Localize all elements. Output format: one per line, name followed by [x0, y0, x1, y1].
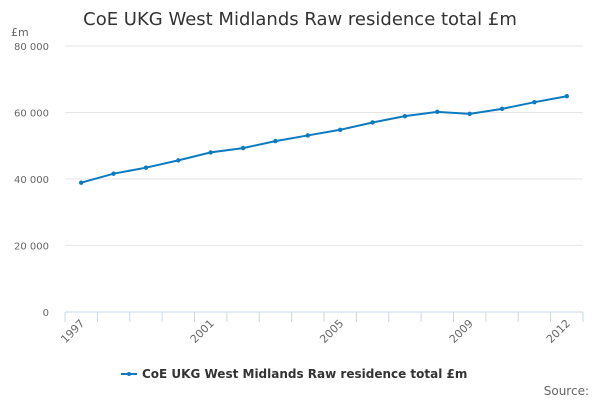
chart-title: CoE UKG West Midlands Raw residence tota… [83, 9, 517, 30]
x-tick-label: 2012 [544, 317, 573, 346]
data-point[interactable] [176, 158, 181, 163]
y-tick-label: 60 000 [14, 109, 49, 120]
data-point[interactable] [273, 138, 278, 144]
legend-item[interactable]: CoE UKG West Midlands Raw residence tota… [121, 367, 467, 381]
data-point[interactable] [402, 113, 408, 119]
x-tick-label: 2001 [188, 317, 217, 346]
legend-label: CoE UKG West Midlands Raw residence tota… [142, 367, 467, 381]
data-point[interactable] [111, 171, 116, 176]
y-axis-label: £m [11, 26, 29, 39]
data-point[interactable] [467, 111, 472, 117]
data-point[interactable] [78, 180, 84, 185]
x-tick-label: 2005 [317, 317, 346, 346]
data-point[interactable] [143, 165, 149, 170]
y-tick-label: 40 000 [14, 175, 49, 186]
legend-marker-icon [127, 372, 131, 376]
data-point[interactable] [370, 120, 375, 125]
series-line [80, 95, 567, 184]
y-tick-label: 0 [43, 308, 49, 319]
x-tick-label: 2009 [447, 317, 476, 346]
y-tick-label: 80 000 [14, 42, 49, 53]
data-point[interactable] [208, 150, 213, 155]
data-point[interactable] [305, 133, 311, 138]
source-label: Source: [544, 384, 589, 398]
data-point[interactable] [564, 94, 570, 99]
data-point[interactable] [532, 99, 537, 105]
data-point[interactable] [240, 145, 246, 151]
x-tick-label: 1997 [58, 317, 87, 346]
data-point[interactable] [435, 109, 440, 115]
data-point[interactable] [499, 106, 505, 112]
y-tick-label: 20 000 [14, 242, 49, 253]
data-point[interactable] [337, 127, 343, 132]
